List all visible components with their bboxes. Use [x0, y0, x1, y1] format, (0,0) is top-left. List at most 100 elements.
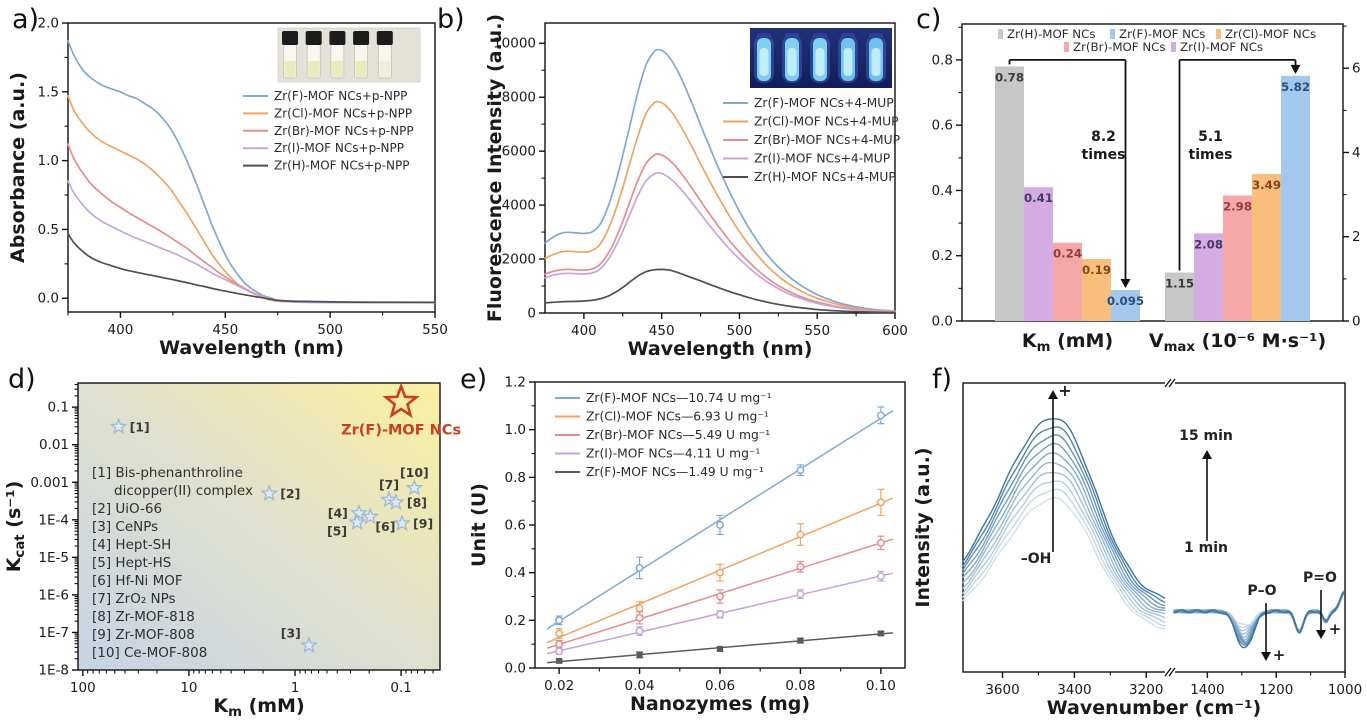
svg-text:+: + [1329, 620, 1342, 638]
svg-text:+: + [1058, 381, 1071, 400]
series [546, 406, 894, 664]
svg-text:P–O: P–O [1247, 583, 1276, 599]
svg-text:–OH: –OH [1021, 551, 1052, 567]
svg-text:Wavelength (nm): Wavelength (nm) [159, 337, 344, 359]
inset-uv-tubes-photo [750, 28, 892, 88]
panel-b-letter: b) [437, 4, 465, 35]
axis-break [1164, 378, 1176, 677]
svg-text:4: 4 [1352, 145, 1361, 161]
svg-text:Zr(I)-MOF NCs+4-MUP: Zr(I)-MOF NCs+4-MUP [754, 152, 890, 166]
svg-text:0.8: 0.8 [932, 52, 953, 68]
svg-text:Zr(Cl)-MOF NCs+4-MUP: Zr(Cl)-MOF NCs+4-MUP [754, 115, 899, 129]
svg-text:0.19: 0.19 [1082, 263, 1111, 277]
svg-text:1 min: 1 min [1184, 540, 1228, 556]
svg-text:0.5: 0.5 [38, 222, 59, 238]
series-curves [67, 40, 436, 304]
svg-text:0.10: 0.10 [866, 678, 896, 694]
svg-text:[8] Zr-MOF-818: [8] Zr-MOF-818 [92, 609, 195, 625]
svg-text:1E-8: 1E-8 [38, 663, 69, 679]
svg-text:500: 500 [317, 322, 343, 338]
svg-text:Zr(Cl)-MOF NCs—6.93 U mg⁻¹: Zr(Cl)-MOF NCs—6.93 U mg⁻¹ [586, 410, 769, 424]
panel-d-chart: 100 10 1 0.1 0.1 0.01 0.001 1E-4 1E-5 1E-6 1E-7 1E-… [3, 382, 461, 720]
svg-text:[4]: [4] [328, 506, 348, 521]
svg-text:0.06: 0.06 [705, 678, 735, 694]
svg-text:0.78: 0.78 [995, 70, 1024, 84]
svg-text:15 min: 15 min [1179, 428, 1233, 444]
legend: Zr(F)-MOF NCs—10.74 U mg⁻¹ Zr(Cl)-MOF NCs… [555, 391, 772, 479]
svg-text:0.04: 0.04 [625, 678, 655, 694]
svg-text:550: 550 [804, 323, 830, 339]
svg-text:1E-7: 1E-7 [38, 625, 69, 641]
svg-text:2000: 2000 [502, 252, 536, 268]
annotations: + –OH 15 min 1 min P–O P=O + + [1021, 381, 1342, 664]
svg-text:0.08: 0.08 [785, 678, 815, 694]
svg-text:0.02: 0.02 [544, 678, 574, 694]
panel-e-letter: e) [460, 364, 488, 395]
svg-text:+: + [1273, 646, 1286, 664]
svg-text:6: 6 [1352, 61, 1361, 77]
svg-text:Zr(Br)-MOF NCs: Zr(Br)-MOF NCs [1073, 40, 1166, 54]
right-y-axis: 0 2 4 6 [1343, 25, 1361, 330]
svg-text:1200: 1200 [1259, 682, 1293, 698]
svg-text:Km (mM): Km (mM) [213, 695, 304, 720]
svg-text:[10] Ce-MOF-808: [10] Ce-MOF-808 [92, 645, 207, 661]
svg-text:Vmax (10⁻⁶ M·s⁻¹): Vmax (10⁻⁶ M·s⁻¹) [1149, 330, 1326, 355]
svg-text:0.1: 0.1 [390, 680, 411, 696]
svg-text:5.82: 5.82 [1281, 80, 1310, 94]
svg-text:0.6: 0.6 [932, 118, 953, 134]
data-points: [1] [2] [3] [4] [5] [6] [7] [8] [9] [10] Zr(F)-MOF… [109, 382, 461, 653]
inset-vials-photo [277, 27, 421, 83]
svg-text:Wavenumber (cm⁻¹): Wavenumber (cm⁻¹) [1047, 697, 1261, 719]
svg-text:Intensity (a.u.): Intensity (a.u.) [912, 447, 934, 607]
svg-text:0.4: 0.4 [932, 183, 953, 199]
curves [962, 418, 1344, 649]
svg-text:Zr(Cl)-MOF NCs+p-NPP: Zr(Cl)-MOF NCs+p-NPP [274, 106, 412, 120]
svg-text:[4] Hept-SH: [4] Hept-SH [92, 537, 171, 553]
svg-text:Unit (U): Unit (U) [468, 483, 490, 567]
svg-text:1000: 1000 [1328, 682, 1362, 698]
svg-text:10000: 10000 [493, 36, 536, 52]
svg-text:2.98: 2.98 [1223, 199, 1252, 213]
plot-frame [67, 22, 436, 313]
panel-c-chart: 0.0 0.2 0.4 0.6 0.8 0 2 4 6 0.78 1.15 0.41 2.08 0.24 2… [932, 23, 1361, 355]
svg-text:Zr(Br)-MOF NCs+p-NPP: Zr(Br)-MOF NCs+p-NPP [274, 124, 414, 138]
svg-text:1400: 1400 [1190, 682, 1224, 698]
svg-text:Wavelength (nm): Wavelength (nm) [628, 338, 813, 360]
svg-text:[9]: [9] [413, 516, 433, 531]
panel-d-letter: d) [8, 364, 36, 395]
svg-text:Zr(F)-MOF NCs: Zr(F)-MOF NCs [341, 422, 461, 438]
svg-text:0: 0 [1352, 314, 1361, 330]
svg-text:Zr(F)-MOF NCs+p-NPP: Zr(F)-MOF NCs+p-NPP [274, 89, 407, 103]
plot-frame [77, 382, 441, 671]
svg-text:3600: 3600 [985, 682, 1019, 698]
svg-text:P=O: P=O [1303, 570, 1337, 586]
svg-text:Zr(I)-MOF NCs+p-NPP: Zr(I)-MOF NCs+p-NPP [274, 141, 404, 155]
svg-text:Zr(Br)-MOF NCs+4-MUP: Zr(Br)-MOF NCs+4-MUP [754, 133, 900, 147]
svg-text:1.2: 1.2 [505, 375, 526, 391]
svg-text:Zr(Br)-MOF NCs—5.49 U mg⁻¹: Zr(Br)-MOF NCs—5.49 U mg⁻¹ [586, 428, 770, 442]
svg-text:550: 550 [422, 322, 448, 338]
svg-text:[1] Bis-phenanthroline: [1] Bis-phenanthroline [92, 465, 243, 481]
svg-text:[2] UiO-66: [2] UiO-66 [92, 501, 162, 517]
svg-text:0.095: 0.095 [1107, 294, 1144, 308]
svg-text:1: 1 [291, 680, 300, 696]
legend: [1] Bis-phenanthroline dicopper(II) compl… [92, 465, 253, 661]
svg-text:Nanozymes (mg): Nanozymes (mg) [630, 693, 810, 715]
svg-text:Absorbance (a.u.): Absorbance (a.u.) [7, 72, 29, 263]
svg-text:Zr(F)-MOF NCs—1.49 U mg⁻¹: Zr(F)-MOF NCs—1.49 U mg⁻¹ [586, 465, 764, 479]
svg-text:450: 450 [649, 323, 675, 339]
panel-c-letter: c) [916, 4, 942, 35]
svg-text:[3] CeNPs: [3] CeNPs [92, 519, 158, 535]
x-axis: 100 10 1 0.1 [70, 670, 434, 696]
y-axis: 0 2000 4000 6000 8000 10000 [493, 36, 545, 322]
svg-text:Km (mM): Km (mM) [1022, 330, 1113, 355]
svg-text:[5]: [5] [327, 523, 347, 538]
svg-text:[6] Hf-Ni MOF: [6] Hf-Ni MOF [92, 573, 183, 589]
annotations: 8.2 times 5.1 times [1008, 59, 1301, 288]
svg-text:10: 10 [180, 680, 197, 696]
svg-text:6000: 6000 [502, 144, 536, 160]
svg-text:0.24: 0.24 [1053, 247, 1082, 261]
x-axis: 400 450 500 550 600 [571, 313, 908, 339]
svg-text:0.2: 0.2 [932, 248, 953, 264]
svg-text:times: times [1082, 147, 1126, 163]
